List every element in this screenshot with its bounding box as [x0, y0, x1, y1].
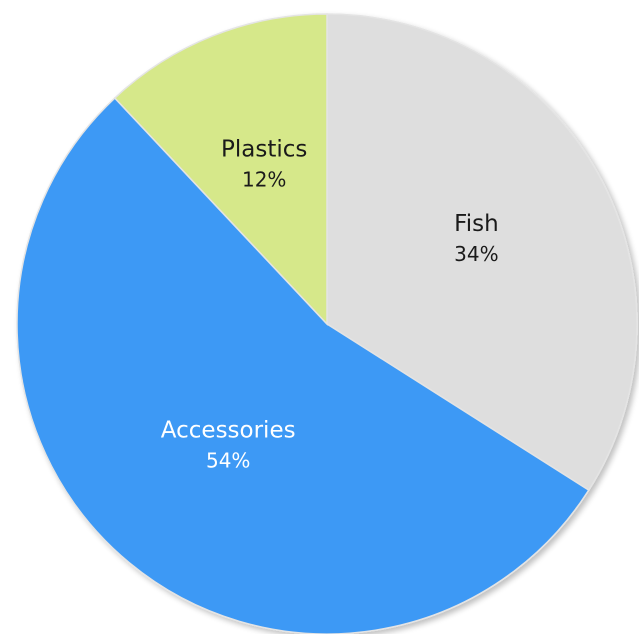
pie-slice-plastics [113, 13, 328, 326]
pie-slice-fish [326, 13, 638, 492]
slice-value-fish: 34% [454, 242, 498, 266]
slice-label-fish: Fish [454, 211, 499, 237]
slice-label-accessories: Accessories [161, 417, 296, 443]
slice-value-plastics: 12% [242, 168, 286, 192]
pie-labels: Fish 34% Accessories 54% Plastics 12% [161, 137, 499, 473]
pie-slice-accessories [16, 96, 590, 634]
pie-slices [16, 13, 638, 634]
slice-label-plastics: Plastics [221, 137, 307, 163]
slice-value-accessories: 54% [206, 448, 250, 472]
